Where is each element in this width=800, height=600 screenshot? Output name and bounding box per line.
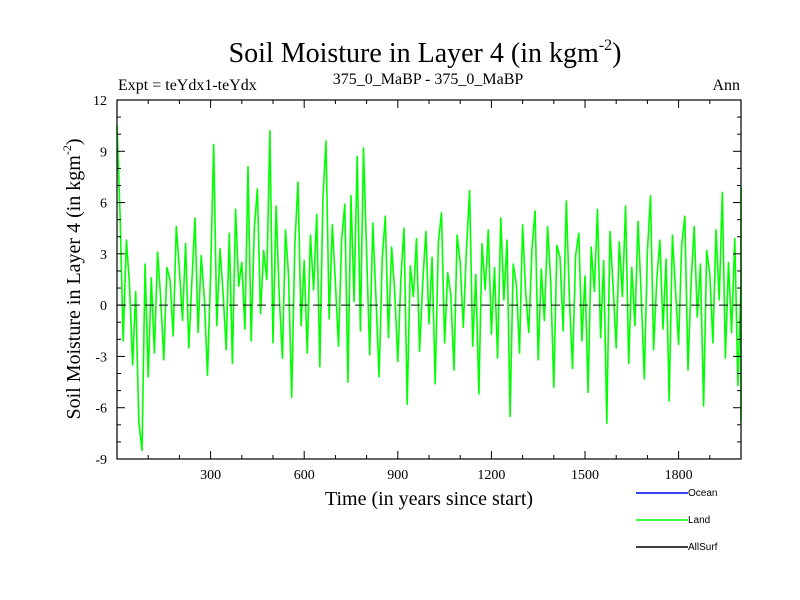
y-tick-label: 3 <box>100 248 107 263</box>
y-tick-label: 9 <box>100 145 107 160</box>
x-tick-label: 1200 <box>477 468 505 483</box>
chart-title-text: Soil Moisture in Layer 4 (in kgm-2) <box>229 37 622 69</box>
x-tick-label: 300 <box>200 468 221 483</box>
y-tick-label: -9 <box>95 453 107 468</box>
x-tick-label: 600 <box>294 468 315 483</box>
subtitle-right: Ann <box>712 77 740 94</box>
ticks-layer: 300 600 900 1200 1500 1800 -9 -6 -3 0 3 6 9 12 <box>93 94 741 483</box>
plot-area: 300 600 900 1200 1500 1800 -9 -6 -3 0 3 6 9 12 <box>93 94 742 483</box>
subtitle-center: 375_0_MaBP - 375_0_MaBP <box>333 71 524 88</box>
y-axis-label: Soil Moisture in Layer 4 (in kgm-2) <box>60 138 85 419</box>
y-tick-label: -6 <box>95 402 107 417</box>
x-axis-label: Time (in years since start) <box>325 488 533 510</box>
legend-item-ocean: Ocean <box>636 488 717 499</box>
legend: Ocean Land AllSurf <box>636 488 718 553</box>
x-tick-label: 900 <box>387 468 408 483</box>
y-tick-label: 6 <box>100 197 107 212</box>
x-tick-label: 1800 <box>665 468 693 483</box>
subtitle-left: Expt = teYdx1-teYdx <box>118 77 257 94</box>
legend-label-ocean: Ocean <box>688 488 717 499</box>
y-tick-label: 0 <box>100 299 107 314</box>
legend-label-land: Land <box>688 515 710 526</box>
series-layer <box>116 125 742 452</box>
legend-item-land: Land <box>636 515 710 526</box>
legend-label-allsurf: AllSurf <box>688 542 718 553</box>
chart-title: Soil Moisture in Layer 4 (in kgm-2) <box>229 37 622 69</box>
series-line-land <box>116 125 742 452</box>
y-tick-label: -3 <box>95 350 107 365</box>
y-tick-label: 12 <box>93 94 107 109</box>
x-tick-label: 1500 <box>571 468 599 483</box>
legend-item-allsurf: AllSurf <box>636 542 718 553</box>
